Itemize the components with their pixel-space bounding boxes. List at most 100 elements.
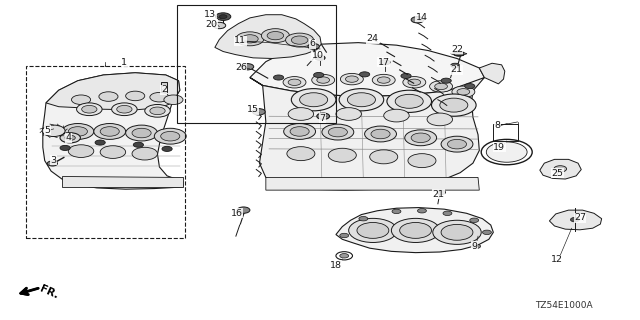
Circle shape: [150, 92, 169, 102]
Circle shape: [213, 22, 226, 29]
Circle shape: [273, 75, 284, 80]
Polygon shape: [250, 43, 484, 97]
Circle shape: [314, 72, 324, 77]
Circle shape: [116, 105, 132, 113]
Circle shape: [287, 147, 315, 161]
Text: 9: 9: [471, 242, 477, 251]
Polygon shape: [540, 159, 581, 179]
Circle shape: [77, 103, 102, 116]
Circle shape: [312, 74, 335, 86]
Circle shape: [60, 145, 70, 150]
Circle shape: [371, 129, 390, 139]
Circle shape: [554, 166, 566, 172]
Circle shape: [65, 135, 76, 140]
Text: 6: 6: [309, 39, 316, 48]
Circle shape: [161, 132, 180, 141]
Circle shape: [288, 79, 301, 85]
Circle shape: [570, 217, 579, 222]
Circle shape: [399, 222, 431, 238]
Circle shape: [300, 93, 328, 107]
Text: 7: 7: [319, 114, 326, 123]
Circle shape: [241, 64, 253, 70]
Circle shape: [322, 124, 354, 140]
Circle shape: [384, 109, 409, 122]
Circle shape: [441, 224, 473, 240]
Text: 25: 25: [551, 169, 563, 178]
Text: 10: 10: [312, 52, 323, 60]
Circle shape: [216, 13, 231, 20]
Circle shape: [291, 89, 336, 111]
Circle shape: [47, 161, 58, 166]
Circle shape: [267, 32, 284, 40]
Text: 5: 5: [44, 126, 51, 135]
Text: 12: 12: [551, 255, 563, 264]
Circle shape: [220, 15, 227, 19]
Circle shape: [154, 128, 186, 144]
Text: 19: 19: [493, 143, 505, 152]
Circle shape: [436, 190, 445, 195]
Circle shape: [252, 108, 265, 115]
Bar: [26, 67, 185, 238]
Circle shape: [60, 133, 81, 143]
Circle shape: [237, 207, 250, 213]
Circle shape: [290, 127, 309, 136]
Text: 14: 14: [416, 13, 428, 22]
Circle shape: [440, 98, 468, 112]
Circle shape: [150, 107, 165, 115]
Text: 8: 8: [494, 121, 500, 130]
Circle shape: [62, 124, 94, 140]
Circle shape: [68, 127, 88, 136]
Circle shape: [441, 78, 451, 83]
Circle shape: [387, 90, 431, 112]
Circle shape: [349, 218, 397, 243]
Text: 22: 22: [451, 45, 463, 54]
Circle shape: [111, 103, 137, 116]
Text: 3: 3: [51, 156, 57, 164]
Polygon shape: [479, 63, 505, 84]
Circle shape: [454, 51, 464, 56]
Circle shape: [99, 92, 118, 101]
Text: TZ54E1000A: TZ54E1000A: [534, 301, 592, 310]
Bar: [161, 82, 167, 92]
Circle shape: [72, 95, 91, 105]
Circle shape: [236, 32, 264, 46]
Circle shape: [392, 209, 401, 214]
Circle shape: [443, 211, 452, 215]
Circle shape: [380, 60, 390, 65]
Circle shape: [403, 76, 426, 88]
Circle shape: [339, 89, 384, 111]
Circle shape: [288, 108, 314, 120]
Circle shape: [132, 147, 157, 160]
Text: 15: 15: [246, 105, 259, 114]
Circle shape: [447, 140, 467, 149]
Circle shape: [451, 63, 460, 68]
Circle shape: [125, 125, 157, 141]
Circle shape: [95, 140, 105, 145]
Circle shape: [359, 216, 368, 221]
Circle shape: [472, 244, 481, 249]
Circle shape: [100, 127, 119, 136]
Text: 4: 4: [65, 133, 71, 142]
Circle shape: [395, 94, 423, 108]
Text: 2: 2: [161, 85, 167, 94]
Circle shape: [328, 127, 348, 137]
Circle shape: [365, 126, 396, 142]
Circle shape: [242, 35, 258, 43]
Text: 1: 1: [122, 58, 127, 67]
Circle shape: [162, 146, 172, 151]
Text: 18: 18: [330, 261, 342, 270]
Circle shape: [357, 222, 389, 238]
Circle shape: [372, 74, 395, 86]
Text: 21: 21: [451, 65, 462, 74]
Circle shape: [470, 218, 479, 222]
Polygon shape: [549, 210, 602, 230]
Circle shape: [336, 108, 362, 120]
Circle shape: [291, 36, 308, 44]
Text: 16: 16: [230, 209, 243, 218]
Polygon shape: [43, 73, 183, 189]
Polygon shape: [46, 73, 180, 110]
Circle shape: [429, 81, 452, 92]
Circle shape: [82, 105, 97, 113]
Text: 11: 11: [234, 36, 246, 45]
Circle shape: [340, 73, 364, 85]
